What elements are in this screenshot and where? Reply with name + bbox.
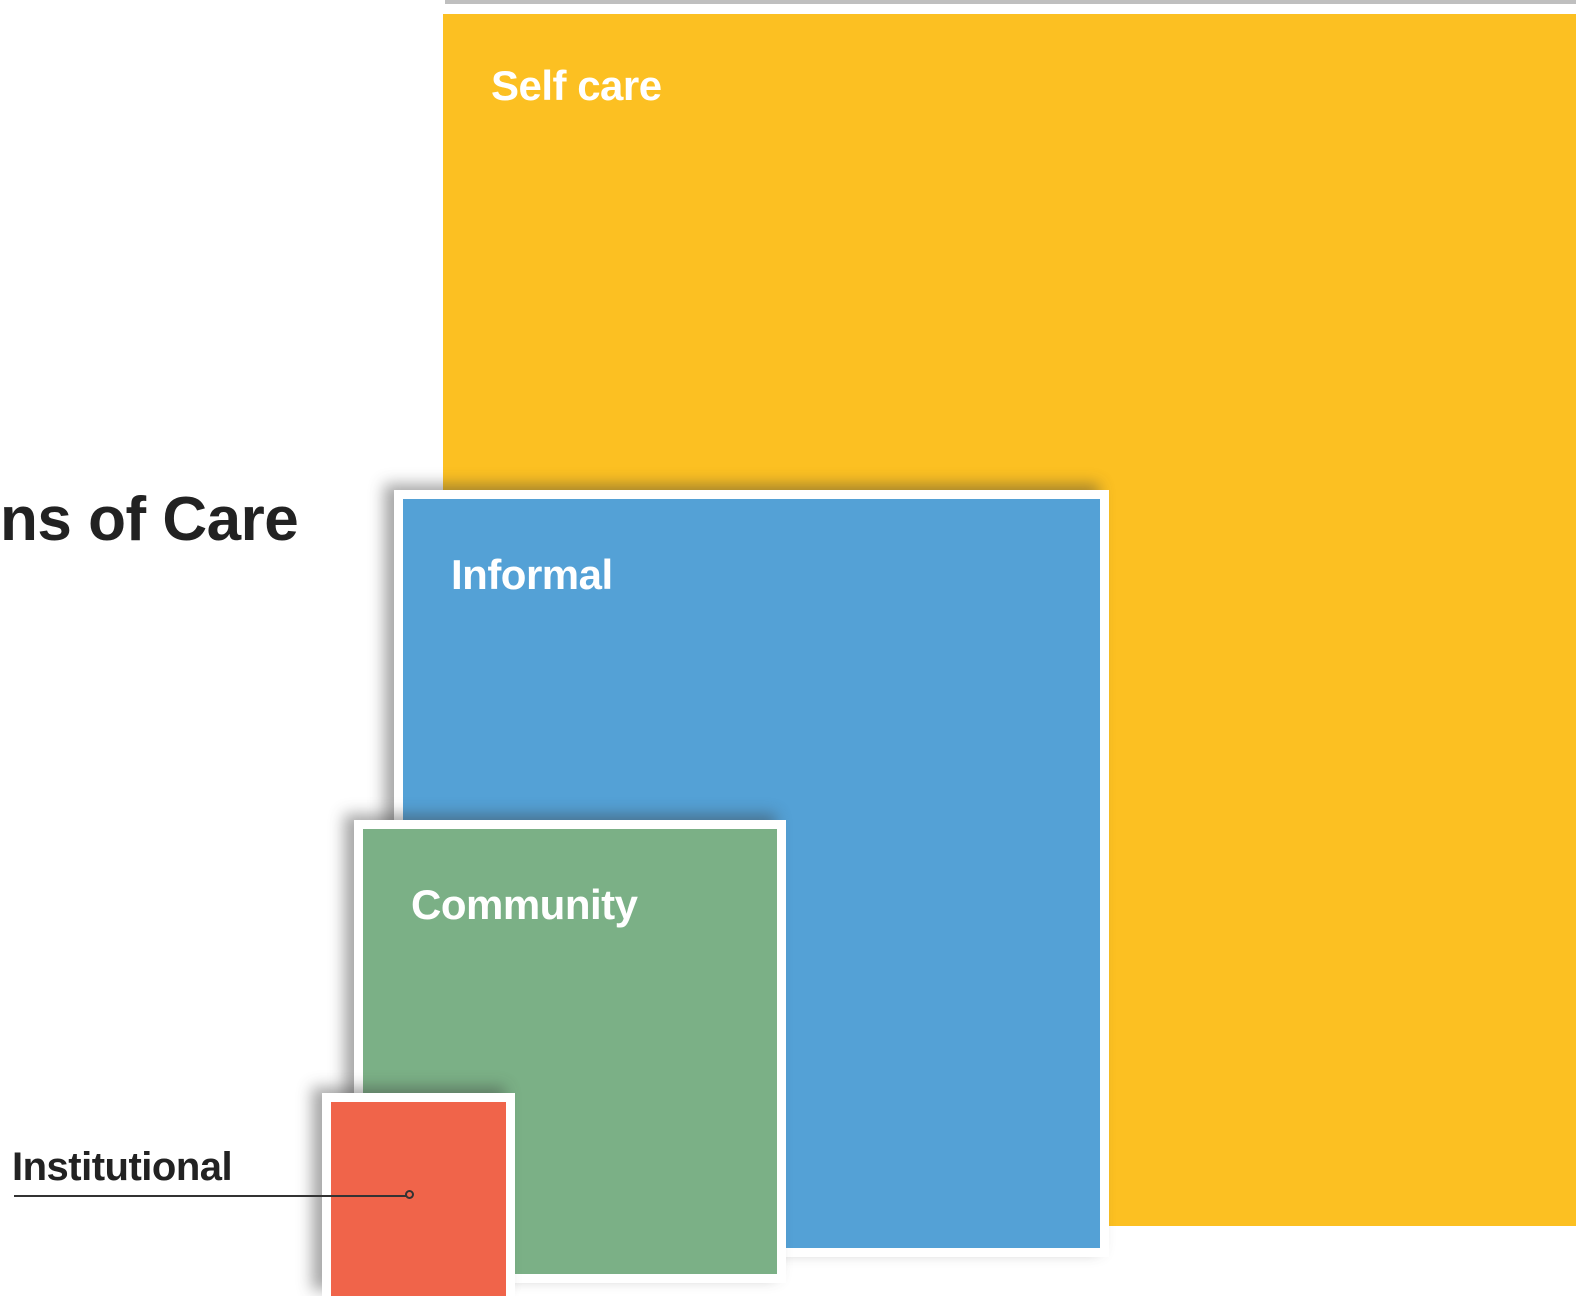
community-label: Community: [411, 881, 638, 928]
informal-label: Informal: [451, 551, 613, 598]
community-box: Community: [354, 820, 786, 1283]
institutional-leader-dot: [405, 1190, 414, 1199]
institutional-box: [322, 1093, 515, 1296]
institutional-leader-line: [14, 1195, 406, 1197]
diagram-title: ns of Care: [0, 485, 299, 554]
self-care-label: Self care: [491, 62, 662, 109]
top-rule: [445, 0, 1576, 4]
institutional-label: Institutional: [12, 1145, 233, 1189]
